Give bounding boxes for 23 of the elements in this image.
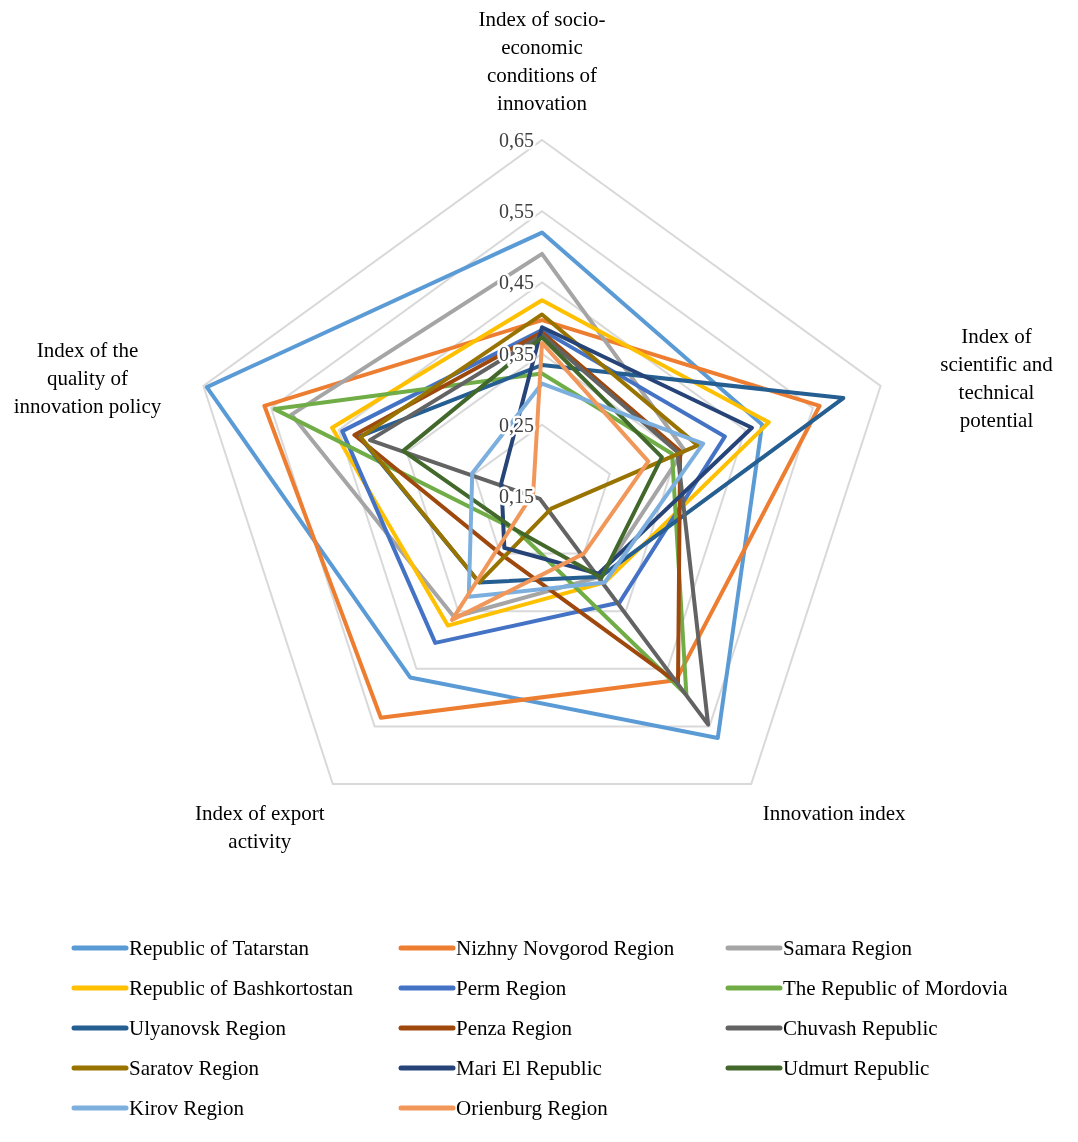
legend-label: Ulyanovsk Region [129, 1016, 287, 1040]
legend-label: Samara Region [783, 936, 913, 960]
legend-label: Chuvash Republic [783, 1016, 938, 1040]
legend-label: Mari El Republic [456, 1056, 602, 1080]
y-tick-label: 0,55 [499, 200, 534, 223]
legend-label: Saratov Region [129, 1056, 260, 1080]
spoke-label: Innovation index [762, 800, 907, 825]
legend-label: Orienburg Region [456, 1096, 609, 1120]
spoke-label: Index of socio-economic conditions of innovation [478, 7, 606, 115]
legend-label: Penza Region [456, 1016, 573, 1040]
legend-label: Republic of Bashkortostan [129, 976, 354, 1000]
legend-label: Udmurt Republic [783, 1056, 930, 1080]
y-tick-label: 0,35 [499, 342, 534, 365]
y-tick-label: 0,65 [499, 129, 534, 151]
spoke-label: Index of the quality of innovation policy [13, 338, 162, 419]
spoke-label: Index of scientific and technical potential [940, 324, 1054, 433]
legend-label: The Republic of Mordovia [783, 976, 1009, 1000]
legend-label: Republic of Tatarstan [129, 936, 310, 960]
y-tick-label: 0,45 [499, 271, 534, 294]
legend-label: Nizhny Novgorod Region [456, 936, 675, 960]
spoke-label: Index of export activity [195, 800, 325, 853]
legend-label: Perm Region [456, 976, 567, 1000]
legend-label: Kirov Region [129, 1096, 245, 1120]
